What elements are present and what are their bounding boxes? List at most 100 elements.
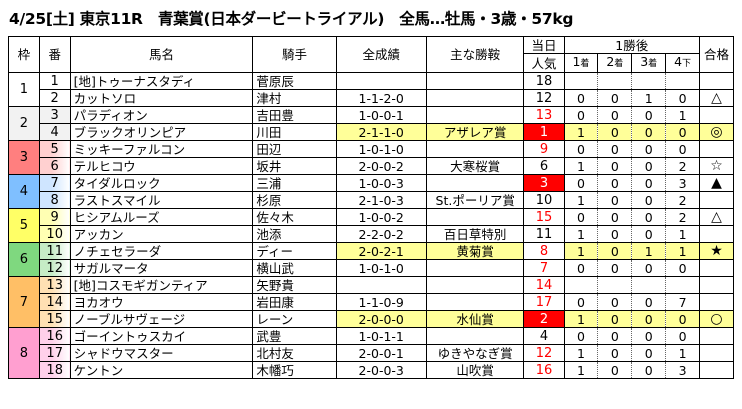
jockey-cell: 武豊	[252, 327, 337, 345]
horse-name-cell: ゴーイントゥスカイ	[69, 327, 254, 345]
pass-mark-cell	[699, 140, 734, 158]
popularity-cell: 6	[523, 157, 565, 175]
after-win-second-cell: 0	[597, 191, 633, 209]
jockey-cell: 池添	[252, 225, 337, 243]
after-win-first-cell: 1	[563, 123, 599, 141]
after-win-fourth-below-cell: 1	[665, 344, 701, 362]
waku-cell: 7	[8, 276, 40, 328]
after-win-second-cell: 0	[597, 157, 633, 175]
horse-name-cell: ノーブルサヴェージ	[69, 310, 254, 328]
record-cell	[335, 72, 427, 90]
after-win-third-cell	[631, 72, 667, 90]
after-win-fourth-below-cell	[665, 72, 701, 90]
popularity-cell: 16	[523, 361, 565, 379]
popularity-cell: 4	[523, 327, 565, 345]
horse-number-cell: 11	[38, 242, 71, 260]
main-win-cell	[425, 276, 525, 294]
horse-number-cell: 8	[38, 191, 71, 209]
jockey-cell: 田辺	[252, 140, 337, 158]
popularity-cell: 15	[523, 208, 565, 226]
header-fourth-below: 4下	[665, 53, 701, 73]
popularity-cell: 10	[523, 191, 565, 209]
pass-mark-cell: ★	[699, 242, 734, 260]
after-win-fourth-below-cell: 0	[665, 259, 701, 277]
header-after-win-group: 1勝後	[563, 36, 701, 54]
popularity-cell: 2	[523, 310, 565, 328]
after-win-second-cell: 0	[597, 293, 633, 311]
after-win-fourth-below-cell: 1	[665, 225, 701, 243]
after-win-second-cell: 0	[597, 344, 633, 362]
pass-mark-cell	[699, 327, 734, 345]
after-win-second-cell: 0	[597, 123, 633, 141]
record-cell: 1-1-0-9	[335, 293, 427, 311]
jockey-cell: 岩田康	[252, 293, 337, 311]
popularity-cell: 9	[523, 140, 565, 158]
main-win-cell: 水仙賞	[425, 310, 525, 328]
horse-name-cell: ラストスマイル	[69, 191, 254, 209]
after-win-third-cell: 0	[631, 344, 667, 362]
horse-number-cell: 7	[38, 174, 71, 192]
after-win-fourth-below-cell: 7	[665, 293, 701, 311]
record-cell: 1-0-0-2	[335, 208, 427, 226]
record-cell: 2-0-0-1	[335, 344, 427, 362]
table-row: 3 5 ミッキーファルコン 田辺 1-0-1-0 9 0 0 0 0	[8, 140, 734, 175]
popularity-cell: 12	[523, 89, 565, 107]
record-cell: 1-0-1-0	[335, 259, 427, 277]
jockey-cell: 川田	[252, 123, 337, 141]
after-win-second-cell	[597, 276, 633, 294]
jockey-cell: 北村友	[252, 344, 337, 362]
after-win-fourth-below-cell: 1	[665, 242, 701, 260]
main-win-cell: アザレア賞	[425, 123, 525, 141]
pass-mark-cell	[699, 276, 734, 294]
popularity-cell: 11	[523, 225, 565, 243]
after-win-second-cell: 0	[597, 242, 633, 260]
jockey-cell: 吉田豊	[252, 106, 337, 124]
main-win-cell	[425, 174, 525, 192]
jockey-cell: ディー	[252, 242, 337, 260]
horse-name-cell: パラディオン	[69, 106, 254, 124]
pass-mark-cell: ▲	[699, 174, 734, 192]
after-win-second-cell: 0	[597, 327, 633, 345]
record-cell: 2-0-2-1	[335, 242, 427, 260]
horse-number-cell: 15	[38, 310, 71, 328]
table-row: 10 アッカン 池添 2-2-0-2 百日草特別 11 1 0 0 1	[9, 225, 734, 243]
popularity-cell: 18	[523, 72, 565, 90]
after-win-fourth-below-cell: 2	[665, 191, 701, 209]
record-cell: 1-0-0-1	[335, 106, 427, 124]
after-win-fourth-below-cell: 0	[665, 140, 701, 158]
main-win-cell	[425, 293, 525, 311]
after-win-second-cell: 0	[597, 225, 633, 243]
table-body: 1 1 [地]トゥーナスタディ 菅原辰 18 2 カットソロ 津村 1-1-2-0 12 0 0 1 0 △…	[8, 72, 734, 379]
after-win-third-cell: 1	[631, 242, 667, 260]
after-win-first-cell: 1	[563, 361, 599, 379]
table-row: 8 16 ゴーイントゥスカイ 武豊 1-0-1-1 4 0 0 0 0	[8, 327, 734, 379]
pass-mark-cell	[699, 191, 734, 209]
pass-mark-cell	[699, 361, 734, 379]
after-win-third-cell: 1	[631, 89, 667, 107]
after-win-fourth-below-cell: 0	[665, 123, 701, 141]
header-pop-top: 当日	[523, 36, 565, 54]
table-row: 17 シャドウマスター 北村友 2-0-0-1 ゆきやなぎ賞 12 1 0 0 1	[9, 344, 734, 362]
popularity-cell: 13	[523, 106, 565, 124]
after-win-second-cell: 0	[597, 89, 633, 107]
after-win-third-cell: 0	[631, 208, 667, 226]
main-win-cell	[425, 259, 525, 277]
pass-mark-cell: △	[699, 208, 734, 226]
after-win-third-cell: 0	[631, 361, 667, 379]
after-win-first-cell: 0	[563, 208, 599, 226]
after-win-second-cell: 0	[597, 259, 633, 277]
horse-name-cell: サガルマータ	[69, 259, 254, 277]
jockey-cell: 菅原辰	[252, 72, 337, 90]
after-win-third-cell: 0	[631, 191, 667, 209]
popularity-cell: 17	[523, 293, 565, 311]
horse-number-cell: 12	[38, 259, 71, 277]
horse-name-cell: タイダルロック	[69, 174, 254, 192]
jockey-cell: レーン	[252, 310, 337, 328]
after-win-first-cell: 1	[563, 310, 599, 328]
after-win-third-cell: 0	[631, 293, 667, 311]
pass-mark-cell: ☆	[699, 157, 734, 175]
horse-name-cell: ケントン	[69, 361, 254, 379]
header-wins: 主な勝鞍	[425, 36, 525, 73]
jockey-cell: 津村	[252, 89, 337, 107]
header-ban: 番	[38, 36, 71, 73]
